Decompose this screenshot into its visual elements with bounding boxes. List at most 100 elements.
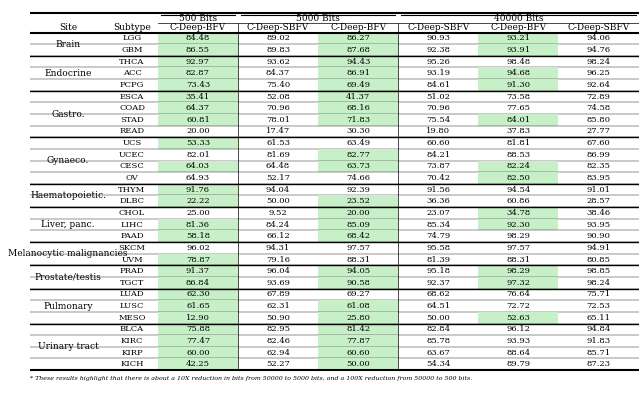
Text: Gastro.: Gastro. — [51, 109, 85, 118]
Text: 17.47: 17.47 — [266, 128, 290, 135]
Text: 80.85: 80.85 — [586, 256, 611, 263]
Text: 93.95: 93.95 — [586, 220, 611, 229]
Text: 73.43: 73.43 — [186, 81, 210, 89]
Text: 50.90: 50.90 — [266, 314, 290, 322]
Text: 50.00: 50.00 — [266, 198, 290, 205]
Text: 25.00: 25.00 — [186, 209, 210, 217]
Bar — [158, 312, 238, 324]
Text: 91.76: 91.76 — [186, 186, 210, 194]
Text: ESCA: ESCA — [120, 92, 144, 101]
Text: 62.31: 62.31 — [266, 302, 290, 310]
Text: 71.83: 71.83 — [346, 116, 371, 124]
Text: C-Deep-BFV: C-Deep-BFV — [330, 23, 387, 32]
Text: 50.00: 50.00 — [426, 314, 450, 322]
Text: 76.64: 76.64 — [506, 290, 531, 299]
Text: 68.42: 68.42 — [346, 232, 370, 240]
Text: READ: READ — [120, 128, 145, 135]
Text: 64.03: 64.03 — [186, 162, 210, 170]
Text: 91.56: 91.56 — [426, 186, 451, 194]
Text: 93.93: 93.93 — [506, 337, 531, 345]
Text: 64.37: 64.37 — [186, 104, 210, 112]
Text: 72.53: 72.53 — [586, 302, 611, 310]
Bar — [318, 79, 398, 91]
Text: BLCA: BLCA — [120, 325, 144, 333]
Bar — [478, 68, 559, 79]
Text: SKCM: SKCM — [118, 244, 145, 252]
Bar — [318, 230, 398, 242]
Text: 94.91: 94.91 — [586, 244, 611, 252]
Text: 91.83: 91.83 — [586, 337, 611, 345]
Text: 90.93: 90.93 — [426, 34, 451, 42]
Text: 94.76: 94.76 — [586, 46, 611, 54]
Text: 88.53: 88.53 — [506, 151, 531, 159]
Text: 67.60: 67.60 — [587, 139, 611, 147]
Text: 81.36: 81.36 — [186, 220, 210, 229]
Bar — [158, 114, 238, 126]
Text: C-Deep-SBFV: C-Deep-SBFV — [568, 23, 630, 32]
Text: 87.23: 87.23 — [586, 360, 611, 368]
Text: UVM: UVM — [121, 256, 143, 263]
Bar — [318, 277, 398, 289]
Text: Melanocytic malignancies: Melanocytic malignancies — [8, 249, 128, 258]
Text: 98.24: 98.24 — [586, 279, 611, 287]
Text: 77.47: 77.47 — [186, 337, 210, 345]
Text: 64.51: 64.51 — [426, 302, 451, 310]
Text: 23.52: 23.52 — [346, 198, 370, 205]
Bar — [318, 335, 398, 347]
Text: C-Deep-BFV: C-Deep-BFV — [170, 23, 226, 32]
Text: Gynaeco.: Gynaeco. — [47, 156, 90, 165]
Text: THCA: THCA — [120, 58, 145, 66]
Text: 58.18: 58.18 — [186, 232, 210, 240]
Bar — [318, 312, 398, 324]
Bar — [318, 265, 398, 277]
Text: 98.24: 98.24 — [586, 58, 611, 66]
Text: 60.00: 60.00 — [186, 349, 210, 357]
Text: 93.21: 93.21 — [506, 34, 531, 42]
Bar — [318, 324, 398, 335]
Bar — [158, 32, 238, 44]
Text: PCPG: PCPG — [120, 81, 144, 89]
Text: 92.30: 92.30 — [506, 220, 531, 229]
Text: 78.01: 78.01 — [266, 116, 290, 124]
Text: 84.37: 84.37 — [266, 69, 290, 77]
Bar — [318, 68, 398, 79]
Text: 51.02: 51.02 — [426, 92, 451, 101]
Bar — [318, 358, 398, 370]
Text: 95.26: 95.26 — [426, 58, 451, 66]
Bar — [158, 79, 238, 91]
Text: C-Deep-BFV: C-Deep-BFV — [490, 23, 547, 32]
Text: 86.55: 86.55 — [186, 46, 210, 54]
Text: 35.41: 35.41 — [186, 92, 210, 101]
Text: 81.42: 81.42 — [346, 325, 371, 333]
Text: 94.54: 94.54 — [506, 186, 531, 194]
Bar — [318, 149, 398, 161]
Text: 93.62: 93.62 — [266, 58, 290, 66]
Text: 94.84: 94.84 — [586, 325, 611, 333]
Text: Brain: Brain — [56, 40, 81, 49]
Text: 74.58: 74.58 — [586, 104, 611, 112]
Text: 82.95: 82.95 — [266, 325, 290, 333]
Text: 86.84: 86.84 — [186, 279, 210, 287]
Bar — [158, 324, 238, 335]
Bar — [318, 219, 398, 230]
Text: 81.69: 81.69 — [266, 151, 290, 159]
Text: * These results highlight that there is about a 10X reduction in bits from 50000: * These results highlight that there is … — [30, 376, 472, 381]
Text: UCEC: UCEC — [119, 151, 145, 159]
Text: STAD: STAD — [120, 116, 144, 124]
Text: 82.46: 82.46 — [266, 337, 290, 345]
Bar — [158, 219, 238, 230]
Text: 96.25: 96.25 — [587, 69, 611, 77]
Text: 500 Bits: 500 Bits — [179, 13, 217, 23]
Text: 82.01: 82.01 — [186, 151, 210, 159]
Text: 85.71: 85.71 — [586, 349, 611, 357]
Text: 41.37: 41.37 — [346, 92, 371, 101]
Bar — [318, 347, 398, 358]
Text: 85.09: 85.09 — [346, 220, 370, 229]
Text: CESC: CESC — [120, 162, 145, 170]
Text: 93.19: 93.19 — [426, 69, 451, 77]
Text: COAD: COAD — [119, 104, 145, 112]
Bar — [158, 347, 238, 358]
Text: 84.01: 84.01 — [506, 116, 531, 124]
Text: 85.78: 85.78 — [426, 337, 451, 345]
Text: Urinary tract: Urinary tract — [38, 342, 99, 351]
